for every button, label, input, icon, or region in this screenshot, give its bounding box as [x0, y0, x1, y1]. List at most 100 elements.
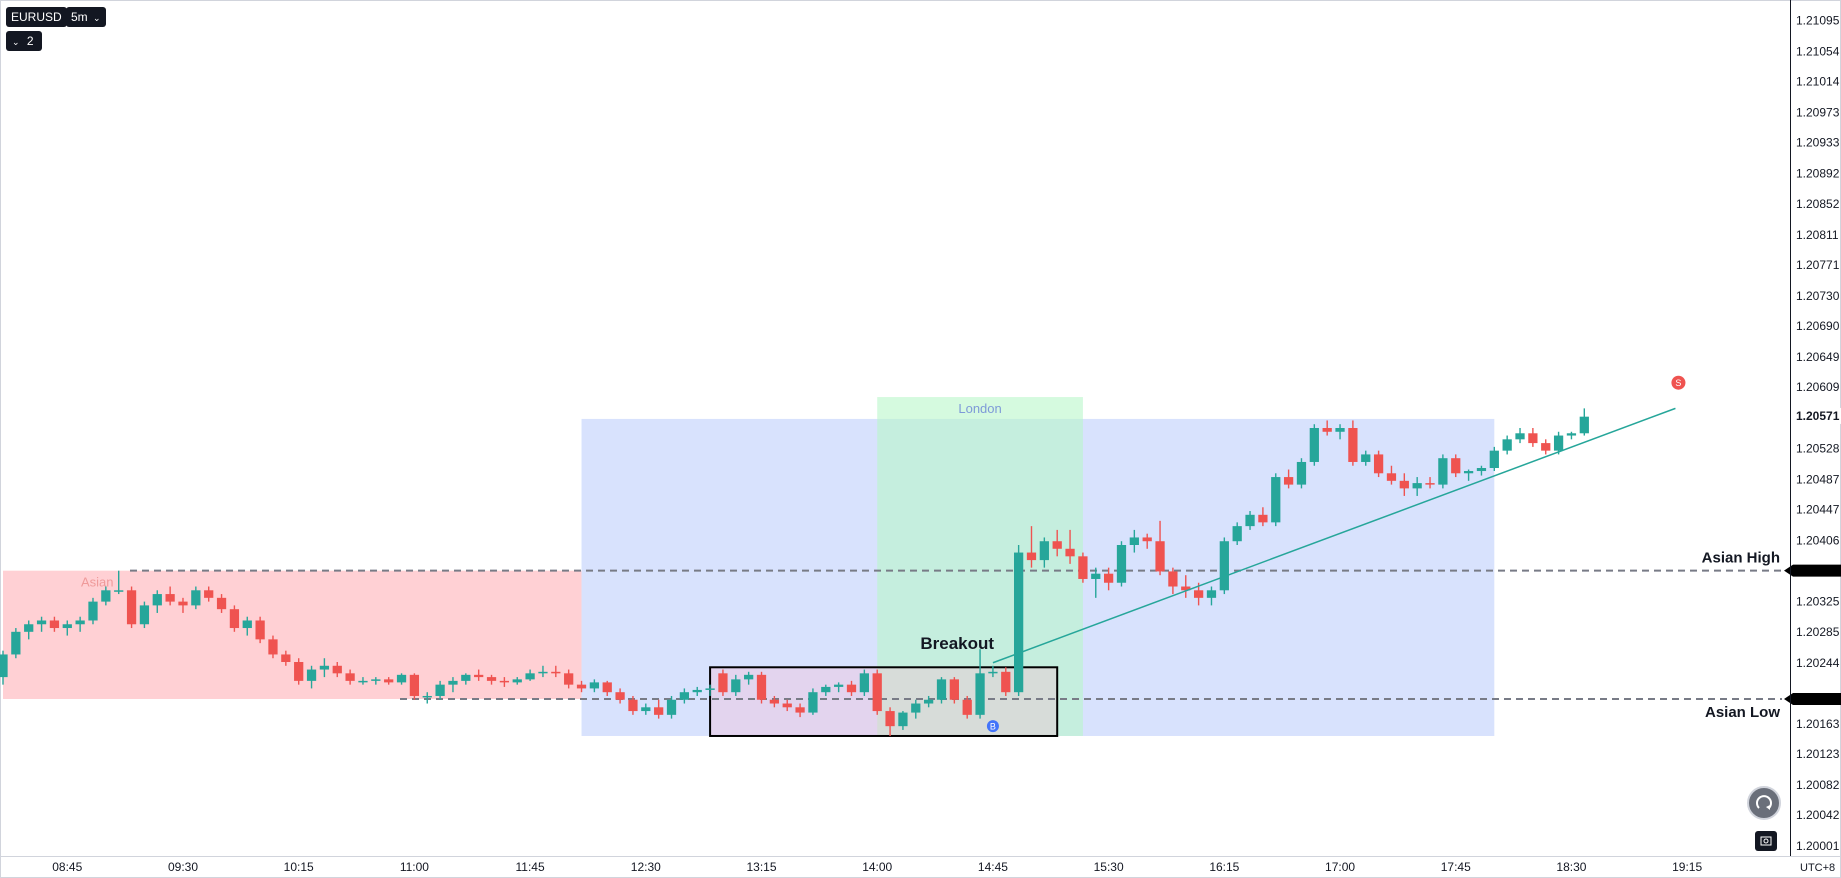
candle-body [898, 712, 908, 727]
candle-body [204, 590, 214, 598]
candle-body [1116, 545, 1127, 583]
price-tick-label: 1.20447 [1796, 503, 1840, 517]
candle-body [795, 707, 805, 713]
candle-body [1103, 573, 1114, 583]
price-tick-label: 1.20771 [1796, 258, 1840, 272]
candle-body [1052, 541, 1062, 549]
sell-marker[interactable] [1671, 375, 1686, 390]
candle-body [834, 684, 844, 687]
screenshot-button[interactable] [1755, 831, 1777, 851]
candle-body [769, 699, 779, 704]
chevron-down-icon: ⌄ [12, 37, 20, 47]
timezone-label[interactable]: UTC+8 [1800, 862, 1835, 874]
price-tick-label: 1.20892 [1796, 167, 1840, 181]
current-price-tag [1791, 407, 1841, 424]
price-tick-label: 1.20487 [1796, 472, 1840, 486]
candle-body [319, 665, 330, 670]
buy-marker[interactable] [986, 720, 999, 733]
camera-icon [1760, 836, 1772, 846]
time-tick-label: 19:15 [1672, 860, 1702, 874]
candle-body [654, 707, 664, 715]
candle-body [1553, 435, 1564, 451]
candle-body [1232, 526, 1242, 542]
candle-body [1193, 590, 1204, 598]
candle-body [1361, 454, 1371, 462]
sell-marker-label: S [1675, 378, 1681, 388]
candle-body [564, 673, 574, 685]
candle-body [1386, 473, 1397, 481]
candle-body [1515, 433, 1525, 440]
candle-body [101, 590, 111, 602]
candle-body [474, 674, 484, 678]
time-tick-label: 17:00 [1325, 860, 1355, 874]
candle-body [1502, 439, 1512, 451]
time-tick-label: 14:45 [978, 860, 1008, 874]
time-tick-label: 11:00 [400, 860, 429, 874]
interval-label: 5m [71, 10, 88, 24]
indicators-toggle-button[interactable]: ⌄ 2 [6, 31, 42, 51]
time-tick-label: 18:30 [1556, 860, 1586, 874]
candle-body [1566, 433, 1577, 436]
candle-body [1412, 483, 1422, 489]
price-tick-label: 1.21095 [1796, 13, 1840, 27]
candle-body [371, 679, 381, 681]
candle-body [615, 692, 625, 700]
interval-button[interactable]: 5m ⌄ [66, 7, 106, 27]
candle-body [1155, 541, 1165, 572]
level-price-tag [1784, 692, 1841, 705]
candle-body [756, 674, 767, 700]
candle-body [24, 624, 34, 632]
candle-body [1399, 480, 1409, 489]
candle-body [422, 695, 432, 698]
candle-body [1283, 477, 1294, 485]
candle-body [1258, 514, 1268, 523]
time-tick-label: 13:15 [746, 860, 776, 874]
price-tick-label: 1.20730 [1796, 289, 1840, 303]
candle-body [1129, 537, 1139, 546]
symbol-button[interactable]: EURUSD [6, 7, 67, 27]
candle-body [911, 703, 921, 713]
time-tick-label: 17:45 [1441, 860, 1471, 874]
price-tick-label: 1.20528 [1796, 441, 1840, 455]
session-zone-label: Asian [81, 575, 114, 590]
candle-body [268, 639, 278, 655]
price-tick-label: 1.20933 [1796, 136, 1840, 150]
candle-body [1425, 483, 1435, 485]
candle-body [705, 688, 715, 690]
price-tick-label: 1.20852 [1796, 197, 1840, 211]
time-tick-label: 08:45 [52, 860, 82, 874]
candle-body [216, 597, 227, 610]
candle-body [191, 590, 201, 606]
price-tick-label: 1.21054 [1796, 44, 1840, 58]
time-tick-label: 10:15 [284, 860, 314, 874]
price-tick-label: 1.20123 [1796, 747, 1840, 761]
candle-body [461, 674, 471, 681]
price-tick-label: 1.20082 [1796, 778, 1840, 792]
candle-body [255, 620, 265, 640]
session-zone-label: London [958, 401, 1001, 416]
price-tick-label: 1.20811 [1796, 228, 1839, 242]
candle-body [1245, 514, 1255, 527]
candle-body [538, 671, 548, 674]
candle-body [1001, 671, 1011, 693]
price-tick-label: 1.21014 [1796, 75, 1840, 89]
candle-body [859, 673, 869, 693]
candle-body [139, 605, 150, 625]
time-tick-label: 15:30 [1094, 860, 1124, 874]
price-tick-label: 1.20609 [1796, 380, 1840, 394]
time-axis: 08:45 09:30 10:15 11:00 11:45 12:30 13:15 14:00… [52, 860, 1702, 874]
candle-body [924, 699, 934, 704]
time-tick-label: 12:30 [631, 860, 661, 874]
candle-body [1528, 433, 1538, 444]
time-tick-label: 14:00 [862, 860, 892, 874]
reset-chart-button[interactable] [1747, 786, 1781, 820]
price-tick-label: 1.20285 [1796, 625, 1840, 639]
buy-marker-label: B [990, 722, 996, 732]
candle-body [679, 692, 690, 700]
candle-body [1065, 548, 1075, 557]
candle-body [75, 620, 85, 625]
candle-body [229, 609, 240, 629]
refresh-icon [1756, 795, 1772, 810]
